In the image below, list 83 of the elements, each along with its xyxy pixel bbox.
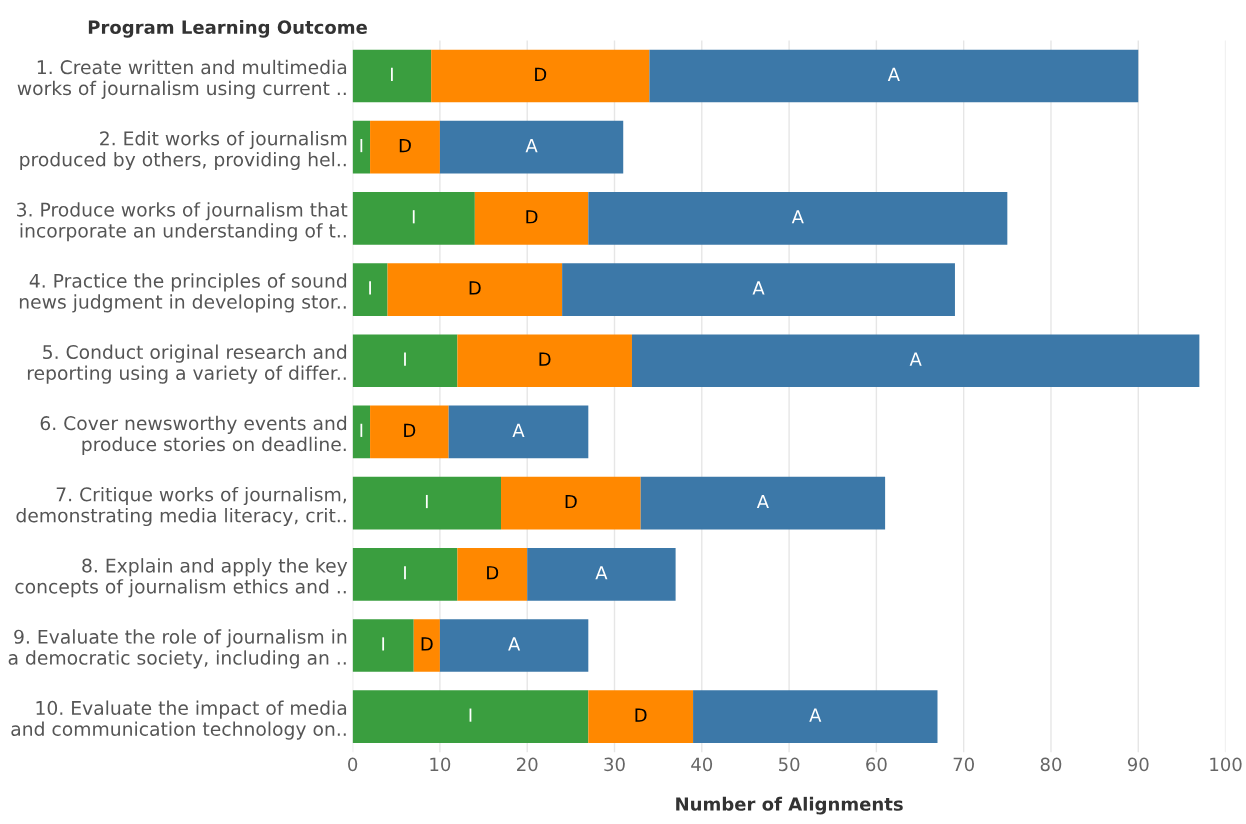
text: I — [404, 352, 406, 366]
bar — [693, 690, 938, 744]
bar — [439, 120, 624, 174]
text: I — [412, 210, 415, 224]
bar — [588, 192, 1008, 245]
text: A — [809, 708, 822, 722]
text: A — [752, 281, 765, 295]
bar — [457, 334, 632, 388]
x-tick-label: 80 — [1040, 757, 1062, 772]
text: D — [635, 708, 647, 722]
bar — [387, 263, 563, 316]
text: I — [369, 281, 371, 295]
text: A — [512, 423, 525, 437]
x-tick-label: 10 — [430, 757, 451, 772]
bar — [527, 547, 676, 601]
text: D — [487, 566, 499, 580]
bar — [352, 263, 388, 316]
bar — [352, 476, 502, 530]
text: I — [360, 423, 363, 437]
y-tick-label: 4. Practice the principles of sound news judgment in developing stor.. — [19, 273, 347, 313]
y-tick-label: 5. Conduct original research and reporting using a variety of differ.. — [27, 344, 347, 384]
text: D — [539, 352, 551, 366]
text: D — [469, 281, 481, 295]
x-tick-label: 50 — [779, 757, 800, 772]
y-tick-label: 10. Evaluate the impact of media and communication technology on.. — [11, 700, 347, 740]
text: I — [404, 566, 406, 580]
x-tick-label: 60 — [866, 757, 887, 772]
bar — [352, 49, 432, 103]
text: A — [756, 494, 769, 509]
series-label: D — [421, 637, 433, 651]
y-axis-title: Program Learning Outcome — [88, 20, 367, 38]
y-tick-label: 8. Explain and apply the key concepts of journalism ethics and .. — [15, 558, 348, 598]
bar — [352, 405, 371, 459]
text: D — [404, 423, 416, 437]
bar — [352, 334, 458, 388]
y-tick-label: 3. Produce works of journalism that incorporate an understanding of t.. — [17, 202, 348, 242]
bar — [562, 263, 955, 316]
x-tick-label: 100 — [1210, 757, 1242, 772]
text: I — [382, 637, 385, 651]
bar — [352, 619, 414, 672]
bar — [457, 547, 528, 601]
text: A — [508, 637, 521, 651]
series-label: A — [909, 352, 922, 366]
bar — [649, 49, 1139, 103]
bar — [474, 192, 589, 245]
bar — [439, 619, 589, 672]
text: D — [399, 138, 411, 153]
text: D — [565, 494, 577, 509]
x-tick-label: 30 — [604, 757, 625, 772]
y-tick-label: 2. Edit works of journalism produced by others, providing hel.. — [20, 130, 347, 171]
bar — [352, 192, 475, 245]
bar — [588, 690, 694, 744]
bar — [413, 619, 440, 672]
text: A — [887, 67, 900, 81]
y-tick-label: 9. Evaluate the role of journalism in a democratic society, including an .. — [8, 629, 347, 669]
bar — [352, 690, 589, 744]
bar — [448, 405, 589, 459]
text: I — [391, 67, 393, 81]
text: I — [425, 494, 428, 509]
x-tick-label: 40 — [691, 757, 713, 772]
bar — [370, 120, 440, 174]
text: I — [469, 708, 472, 722]
bar — [501, 476, 641, 530]
bar — [640, 476, 886, 530]
text: A — [525, 138, 538, 153]
y-tick-label: 1. Create written and multimedia works of journalism using current .. — [17, 59, 347, 99]
bar — [370, 405, 449, 459]
bar — [431, 49, 650, 103]
x-tick-label: 0 — [348, 757, 358, 772]
x-axis-title: Number of Alignments — [676, 796, 903, 815]
bar — [631, 334, 1200, 388]
x-tick-label: 70 — [953, 757, 974, 772]
text: A — [595, 566, 608, 580]
text: D — [535, 67, 547, 81]
x-tick-label: 90 — [1127, 757, 1149, 772]
text: D — [526, 210, 538, 224]
series-label: I — [360, 138, 363, 153]
y-tick-label: 6. Cover newsworthy events and produce stories on deadline. — [40, 415, 347, 455]
bar — [352, 120, 371, 174]
y-tick-label: 7. Critique works of journalism, demonstrating media literacy, crit.. — [16, 486, 346, 527]
bar — [352, 547, 458, 601]
text: A — [791, 210, 804, 224]
x-tick-label: 20 — [517, 757, 538, 772]
